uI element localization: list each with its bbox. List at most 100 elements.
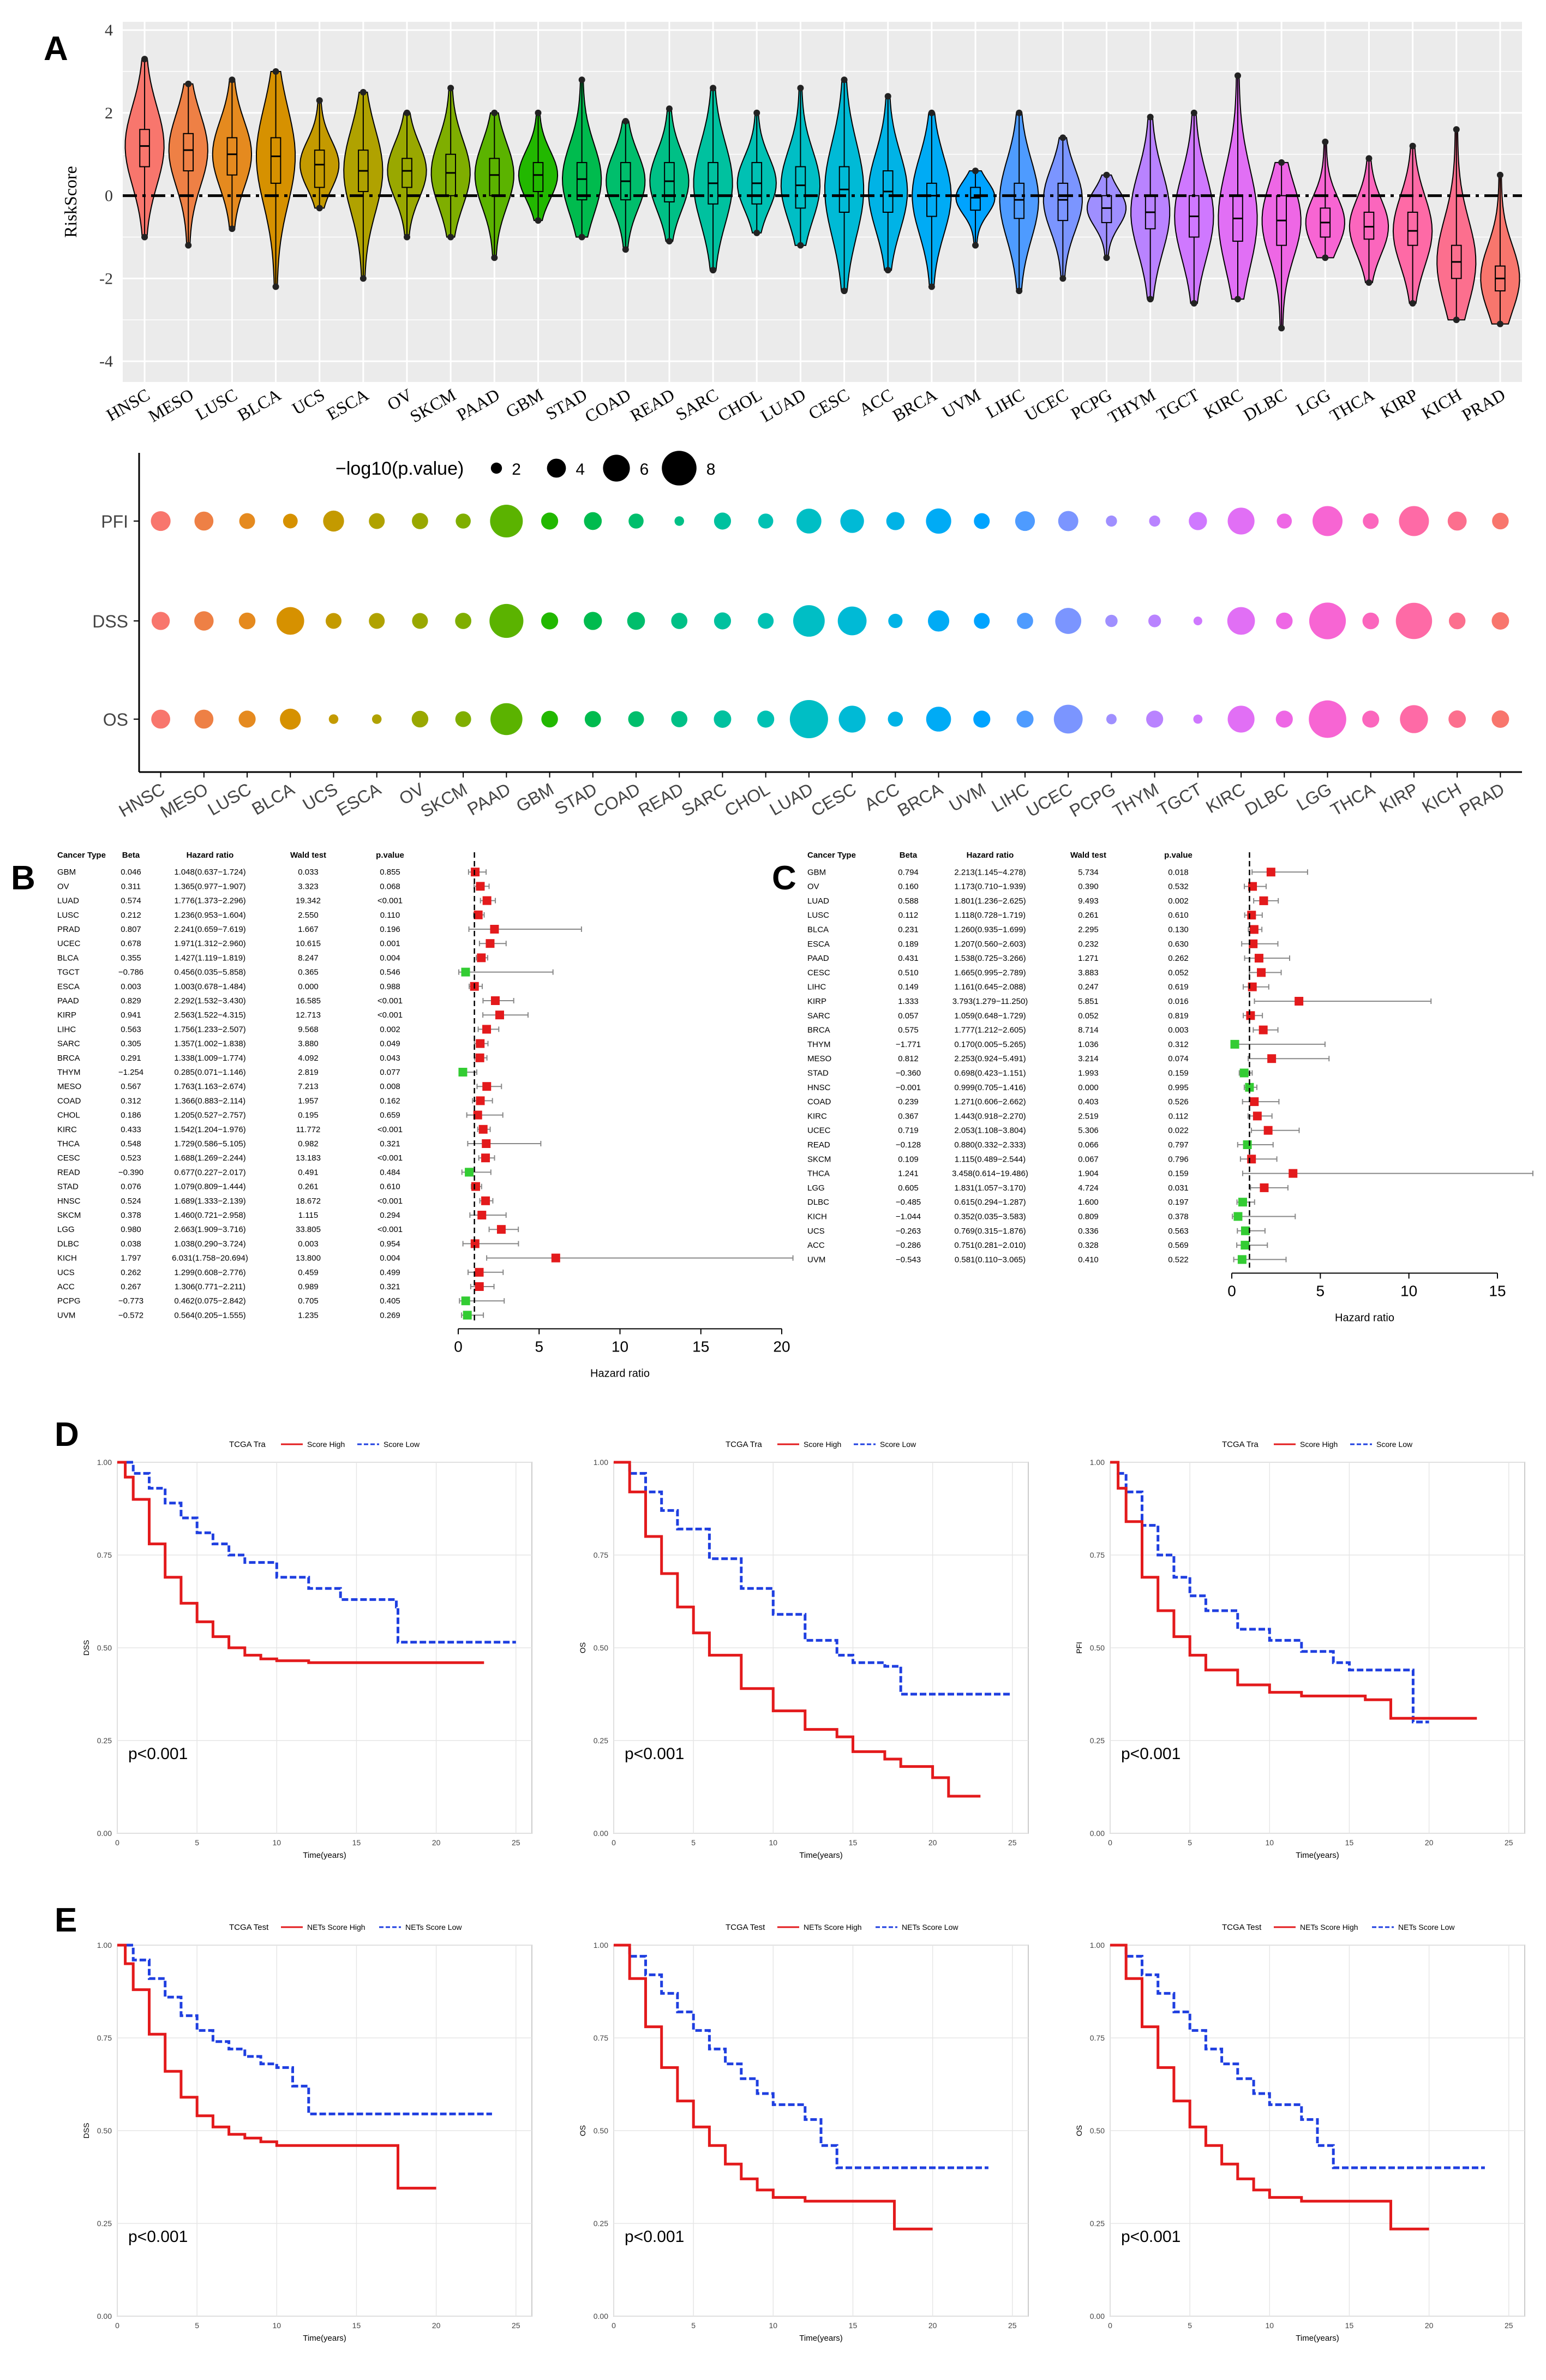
legend-dot bbox=[547, 458, 566, 478]
row-beta: 0.588 bbox=[898, 896, 919, 906]
x-tick-label: 15 bbox=[692, 1338, 709, 1355]
x-tick-label: 10 bbox=[1266, 2321, 1274, 2330]
outlier-MESO bbox=[185, 80, 192, 87]
row-wald: 1.600 bbox=[1078, 1198, 1099, 1207]
column-header: Cancer Type bbox=[57, 851, 106, 860]
row-beta: 0.548 bbox=[121, 1139, 141, 1149]
row-type: KIRC bbox=[57, 1125, 77, 1134]
row-wald: 0.459 bbox=[298, 1268, 319, 1277]
dot-PFI-CESC bbox=[840, 509, 864, 533]
row-p: 0.797 bbox=[1168, 1140, 1189, 1150]
x-tick-label: 15 bbox=[849, 1838, 858, 1847]
row-hr: 1.260(0.935−1.699) bbox=[954, 925, 1026, 935]
outlier-DLBC bbox=[1278, 159, 1285, 166]
row-beta: 0.076 bbox=[121, 1182, 141, 1192]
box-UVM bbox=[970, 187, 981, 211]
row-beta: 0.057 bbox=[898, 1011, 919, 1020]
outlier-ESCA bbox=[359, 275, 367, 282]
row-p: 0.052 bbox=[1168, 968, 1189, 977]
box-UCS bbox=[314, 150, 325, 188]
hr-point-KICH bbox=[1233, 1212, 1243, 1221]
km-title: TCGA Test bbox=[1222, 1923, 1262, 1932]
dot-DSS-HNSC bbox=[151, 612, 170, 630]
x-tick-label-STAD: STAD bbox=[551, 779, 600, 819]
row-beta: −0.001 bbox=[896, 1083, 921, 1092]
dot-DSS-UCEC bbox=[1055, 608, 1082, 634]
row-p: 0.610 bbox=[1168, 911, 1189, 920]
x-tick-label-KIRP: KIRP bbox=[1376, 779, 1422, 817]
x-tick-label-PAAD: PAAD bbox=[453, 385, 503, 424]
box-PCPG bbox=[1101, 195, 1112, 223]
row-hr: 2.253(0.924−5.491) bbox=[954, 1054, 1026, 1063]
row-p: 0.484 bbox=[380, 1168, 400, 1177]
row-p: 0.004 bbox=[380, 953, 400, 962]
row-p: <0.001 bbox=[377, 1010, 403, 1020]
row-wald: 3.880 bbox=[298, 1039, 319, 1049]
column-header: Wald test bbox=[1070, 851, 1106, 860]
x-tick-label-ACC: ACC bbox=[855, 385, 896, 420]
outlier-UCEC bbox=[1059, 134, 1066, 141]
row-type: OV bbox=[807, 882, 819, 892]
row-wald: 13.800 bbox=[296, 1254, 321, 1263]
dot-OS-SKCM bbox=[455, 711, 471, 727]
column-header: Hazard ratio bbox=[187, 851, 234, 860]
row-type: SARC bbox=[57, 1039, 80, 1049]
x-tick-label: 5 bbox=[691, 2321, 696, 2330]
y-tick-label: 0.75 bbox=[97, 1551, 112, 1559]
row-wald: 9.493 bbox=[1078, 896, 1099, 906]
y-tick-label: 0.75 bbox=[97, 2034, 112, 2042]
dot-PFI-THYM bbox=[1149, 515, 1160, 527]
row-p: 0.031 bbox=[1168, 1183, 1189, 1193]
hr-point-LGG bbox=[1260, 1183, 1269, 1192]
x-tick-label: 15 bbox=[352, 2321, 361, 2330]
dot-PFI-PAAD bbox=[490, 505, 523, 537]
row-wald: 0.705 bbox=[298, 1296, 319, 1306]
row-hr: 1.443(0.918−2.270) bbox=[954, 1111, 1026, 1121]
dot-PFI-LGG bbox=[1313, 506, 1343, 536]
y-tick-label: 0.50 bbox=[97, 2126, 112, 2135]
row-type: UVM bbox=[57, 1311, 75, 1320]
dot-DSS-ACC bbox=[888, 613, 903, 629]
dot-DSS-CESC bbox=[837, 606, 867, 636]
km-curve-high bbox=[117, 1944, 436, 2190]
y-tick-label: 1.00 bbox=[1090, 1941, 1105, 1950]
x-tick-label-GBM: GBM bbox=[513, 779, 557, 816]
dot-DSS-GBM bbox=[541, 612, 559, 630]
row-type: MESO bbox=[807, 1054, 831, 1063]
y-tick-label: 1.00 bbox=[1090, 1458, 1105, 1467]
row-beta: −0.390 bbox=[118, 1168, 143, 1177]
dot-PFI-BRCA bbox=[926, 508, 951, 534]
x-tick-label: 25 bbox=[512, 1838, 520, 1847]
hr-point-ACC bbox=[1241, 1241, 1250, 1250]
legend-low-label: NETs Score Low bbox=[902, 1923, 958, 1931]
row-type: LUSC bbox=[807, 911, 829, 920]
dot-DSS-TGCT bbox=[1193, 616, 1202, 626]
dot-OS-LIHC bbox=[1016, 710, 1034, 728]
row-beta: −1.771 bbox=[896, 1040, 921, 1049]
row-hr: 3.458(0.614−19.486) bbox=[952, 1169, 1028, 1179]
column-header: Hazard ratio bbox=[967, 851, 1014, 860]
hr-point-LUSC bbox=[474, 910, 483, 919]
row-type: BLCA bbox=[807, 925, 829, 935]
row-wald: 0.247 bbox=[1078, 983, 1099, 992]
row-hr: 1.205(0.527−2.757) bbox=[174, 1111, 245, 1120]
outlier-CHOL bbox=[753, 109, 760, 116]
x-tick-label-LUAD: LUAD bbox=[757, 385, 809, 426]
row-wald: 3.323 bbox=[298, 882, 319, 891]
hr-point-UCS bbox=[475, 1267, 484, 1277]
hr-point-READ bbox=[465, 1168, 474, 1177]
dot-PFI-UCS bbox=[323, 510, 344, 532]
row-p: <0.001 bbox=[377, 896, 403, 906]
y-tick-label: 0.50 bbox=[594, 1643, 608, 1652]
x-tick-label-UVM: UVM bbox=[946, 779, 990, 816]
x-tick-label-COAD: COAD bbox=[590, 779, 643, 821]
box-GBM bbox=[532, 162, 544, 193]
x-axis-label: Time(years) bbox=[799, 2334, 842, 2343]
dot-DSS-MESO bbox=[194, 611, 214, 631]
row-beta: −0.485 bbox=[896, 1198, 921, 1207]
row-hr: 0.615(0.294−1.287) bbox=[954, 1198, 1026, 1207]
dot-DSS-UCS bbox=[325, 613, 342, 629]
row-type: TGCT bbox=[57, 968, 80, 977]
x-tick-label-LIHC: LIHC bbox=[982, 385, 1028, 422]
row-hr: 0.698(0.423−1.151) bbox=[954, 1069, 1026, 1078]
